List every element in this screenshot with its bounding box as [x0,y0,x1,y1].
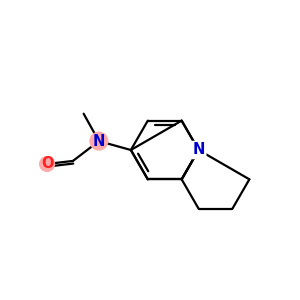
Text: N: N [192,142,205,158]
Text: N: N [93,134,105,148]
Text: O: O [41,157,53,172]
Circle shape [40,157,54,171]
Circle shape [90,132,108,150]
